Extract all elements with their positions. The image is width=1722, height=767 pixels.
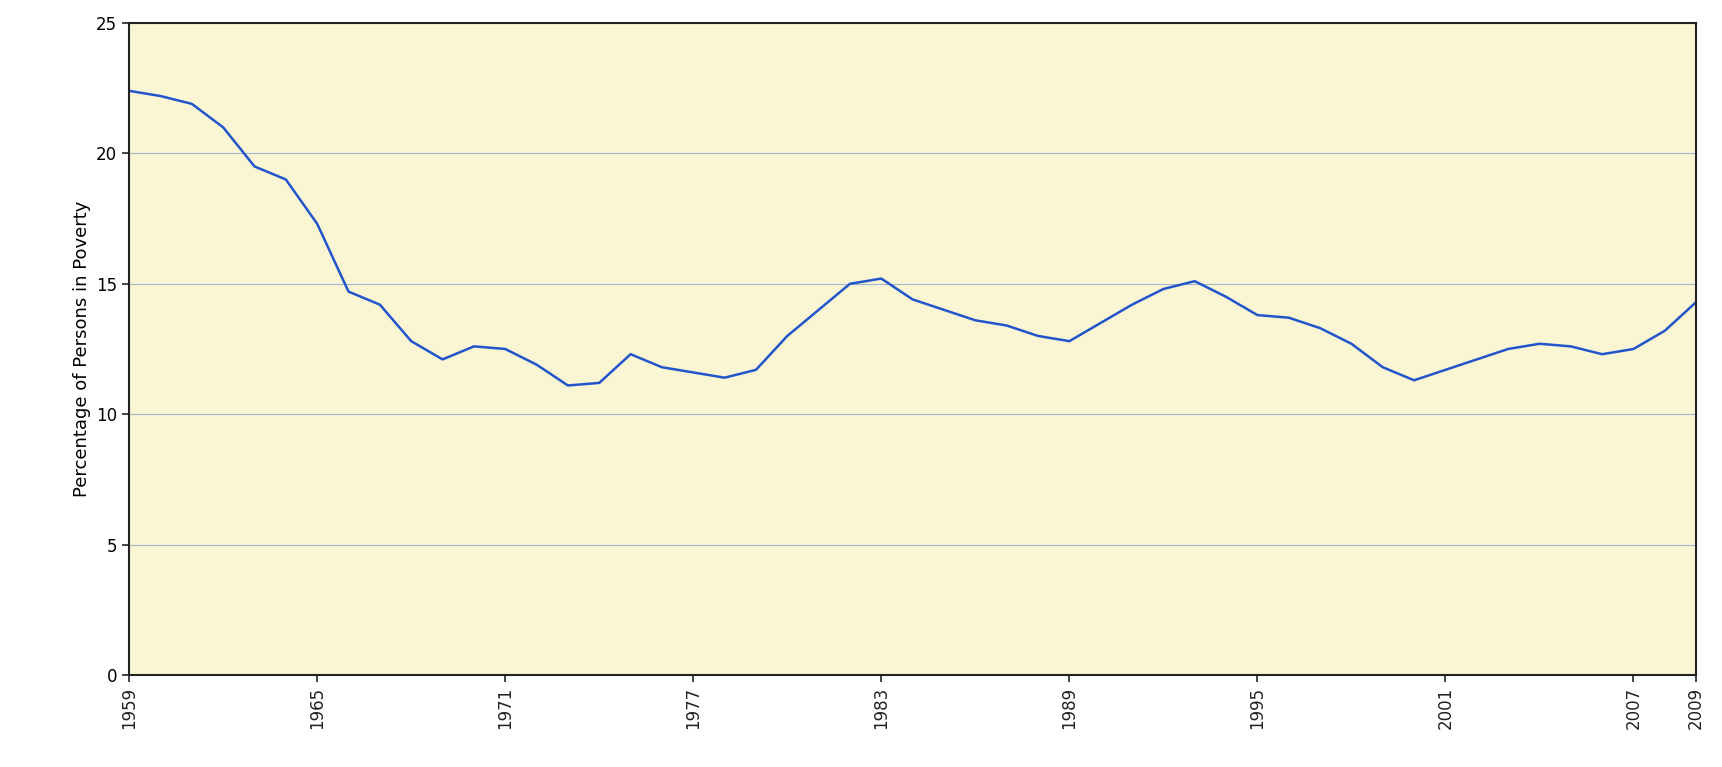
Y-axis label: Percentage of Persons in Poverty: Percentage of Persons in Poverty: [72, 201, 91, 497]
